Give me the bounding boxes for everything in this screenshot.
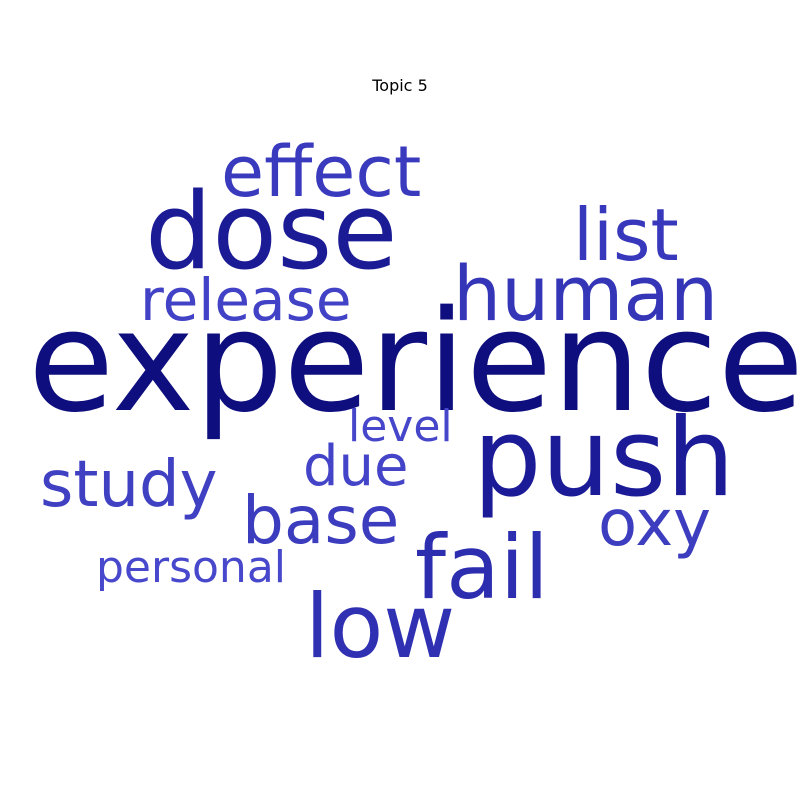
word-release: release <box>140 266 352 334</box>
word-personal: personal <box>96 542 286 593</box>
word-experience: experience <box>28 281 800 444</box>
word-oxy: oxy <box>598 487 711 561</box>
word-low: low <box>305 575 455 678</box>
word-effect: effect <box>221 131 421 213</box>
word-study: study <box>40 448 218 522</box>
word-push: push <box>473 396 735 521</box>
word-fail: fail <box>415 516 549 619</box>
word-due: due <box>303 434 409 499</box>
chart-title: Topic 5 <box>372 76 428 95</box>
word-human: human <box>453 249 718 338</box>
word-level: level <box>348 401 453 452</box>
word-base: base <box>242 482 399 559</box>
word-list: list <box>573 193 679 277</box>
word-dose: dose <box>145 170 398 293</box>
